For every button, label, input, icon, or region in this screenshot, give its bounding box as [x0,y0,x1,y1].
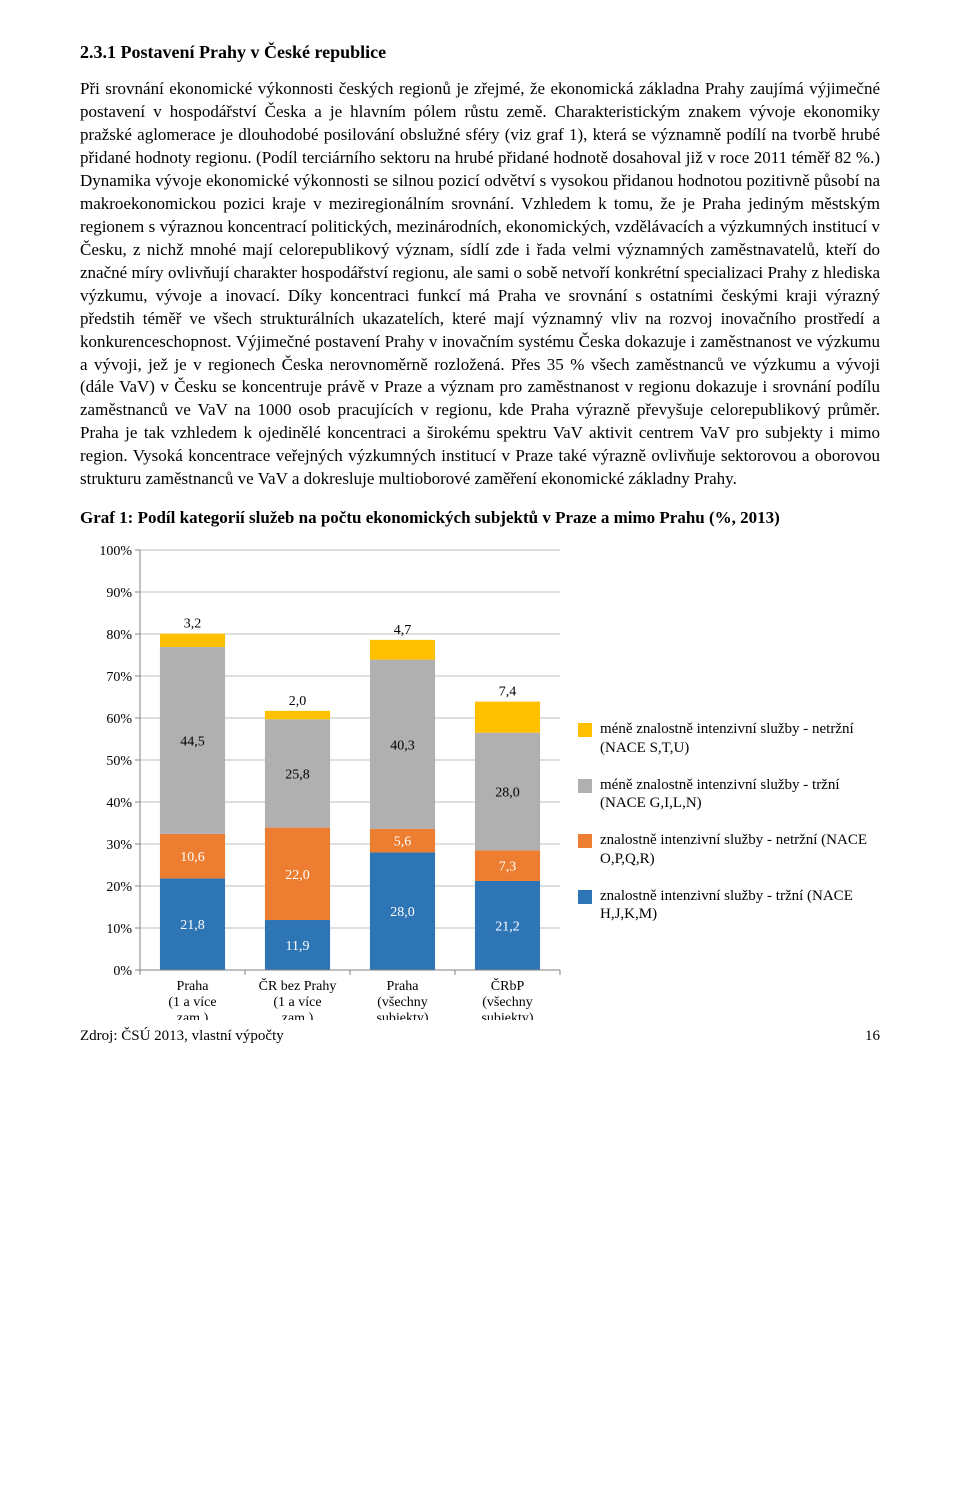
svg-text:30%: 30% [106,838,132,853]
legend-label: znalostně intenzivní služby - tržní (NAC… [600,887,880,925]
svg-text:0%: 0% [113,964,132,979]
stacked-bar-chart: 0% 10% 20% 30% 40% 50% 60% 70% 80% 90% 100% 21,8 10,… [80,540,570,1020]
svg-text:11,9: 11,9 [286,939,310,954]
legend-swatch [578,779,592,793]
svg-text:10%: 10% [106,922,132,937]
svg-text:44,5: 44,5 [180,735,205,750]
legend-label: méně znalostně intenzivní služby - tržní… [600,776,880,814]
source-line: Zdroj: ČSÚ 2013, vlastní výpočty [80,1026,284,1046]
svg-text:50%: 50% [106,754,132,769]
legend-label: méně znalostně intenzivní služby - netrž… [600,720,880,758]
chart-container: 0% 10% 20% 30% 40% 50% 60% 70% 80% 90% 100% 21,8 10,… [80,540,880,1020]
svg-text:22,0: 22,0 [285,868,310,883]
legend-item: méně znalostně intenzivní služby - netrž… [578,720,880,758]
page-root: 2.3.1 Postavení Prahy v České republice … [0,0,960,1066]
legend-item: méně znalostně intenzivní služby - tržní… [578,776,880,814]
body-paragraph: Při srovnání ekonomické výkonnosti český… [80,78,880,491]
svg-text:Praha(všechnysubjekty): Praha(všechnysubjekty) [376,979,428,1020]
svg-text:2,0: 2,0 [289,694,307,709]
chart-legend: méně znalostně intenzivní služby - netrž… [570,540,880,924]
svg-text:28,0: 28,0 [495,786,520,801]
legend-swatch [578,723,592,737]
svg-text:70%: 70% [106,670,132,685]
svg-text:28,0: 28,0 [390,905,415,920]
svg-text:7,3: 7,3 [499,860,517,875]
chart-title: Graf 1: Podíl kategorií služeb na počtu … [80,507,880,530]
svg-text:40%: 40% [106,796,132,811]
legend-swatch [578,890,592,904]
svg-text:ČR bez Prahy(1 a vícezam.): ČR bez Prahy(1 a vícezam.) [259,977,337,1020]
svg-text:4,7: 4,7 [394,623,412,638]
svg-text:Praha(1 a vícezam.): Praha(1 a vícezam.) [168,979,216,1020]
svg-text:25,8: 25,8 [285,768,310,783]
legend-item: znalostně intenzivní služby - tržní (NAC… [578,887,880,925]
svg-text:10,6: 10,6 [180,850,205,865]
legend-item: znalostně intenzivní služby - netržní (N… [578,831,880,869]
svg-text:60%: 60% [106,712,132,727]
page-number: 16 [865,1026,880,1046]
svg-text:100%: 100% [99,544,132,559]
svg-text:3,2: 3,2 [184,617,202,632]
svg-text:21,2: 21,2 [495,920,520,935]
svg-text:20%: 20% [106,880,132,895]
svg-text:7,4: 7,4 [499,685,517,700]
section-heading: 2.3.1 Postavení Prahy v České republice [80,40,880,64]
svg-text:21,8: 21,8 [180,918,205,933]
legend-label: znalostně intenzivní služby - netržní (N… [600,831,880,869]
legend-swatch [578,834,592,848]
svg-text:5,6: 5,6 [394,835,412,850]
svg-text:40,3: 40,3 [390,738,415,753]
svg-text:ČRbP(všechnysubjekty): ČRbP(všechnysubjekty) [481,977,533,1020]
svg-text:80%: 80% [106,628,132,643]
svg-text:90%: 90% [106,586,132,601]
page-footer: Zdroj: ČSÚ 2013, vlastní výpočty 16 [80,1026,880,1046]
